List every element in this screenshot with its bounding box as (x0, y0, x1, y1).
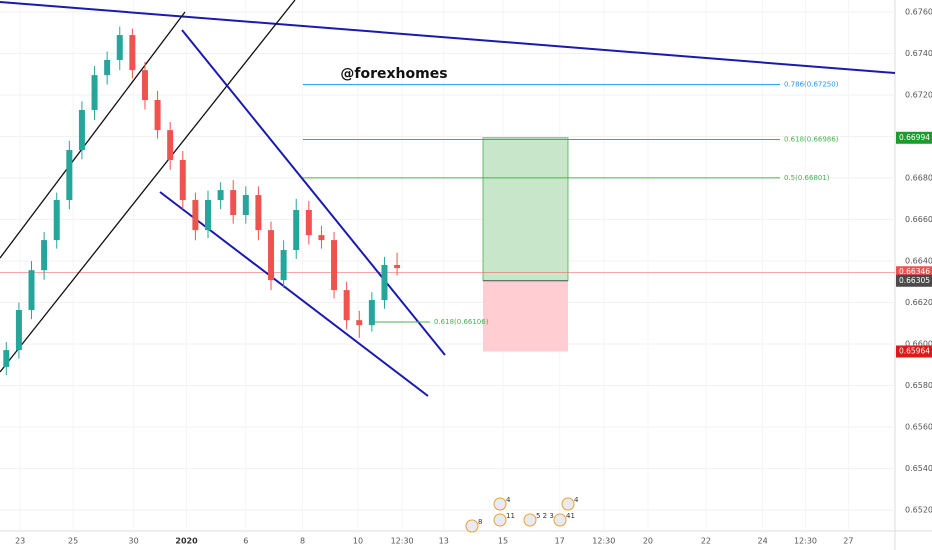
candle-body (28, 270, 35, 311)
candle-body (15, 310, 22, 351)
price-tag-label: 0.65964 (899, 347, 930, 356)
event-icon (553, 513, 567, 527)
price-tag (896, 345, 932, 358)
fib-label: 0.618(0.66986) (784, 135, 839, 143)
candle-body (41, 240, 48, 271)
x-tick-label: 6 (243, 537, 248, 546)
candle-body (91, 75, 98, 110)
candle-body (3, 350, 10, 367)
fib-label: 0.786(0.67250) (784, 81, 839, 89)
event-count: 41 (566, 512, 575, 520)
price-tag (896, 274, 932, 287)
event-count: 11 (506, 512, 515, 520)
event-count: 8 (478, 518, 482, 526)
candle-body (66, 150, 73, 201)
x-tick-label: 24 (758, 537, 768, 546)
candle-body (53, 200, 60, 241)
candle-body (192, 200, 199, 231)
candle-body (78, 109, 85, 151)
x-tick-label: 12:30 (592, 537, 615, 546)
candle-body (368, 300, 375, 326)
x-tick-label: 8 (300, 537, 305, 546)
candle-body (204, 200, 211, 231)
price-tag-label: 0.66305 (899, 276, 930, 285)
fib-label: 0.5(0.66801) (784, 174, 830, 182)
candle-body (293, 209, 300, 251)
candle-body (255, 195, 262, 231)
candle-body (305, 209, 312, 236)
price-tag-label: 0.66346 (899, 267, 930, 276)
candle-body (154, 100, 161, 131)
drawings (0, 0, 896, 397)
stop-zone (483, 280, 568, 352)
trend-line (0, 1, 896, 74)
candle-body (381, 264, 388, 301)
event-icon (465, 519, 479, 533)
candle-body (141, 70, 148, 101)
candle-body (167, 130, 174, 160)
event-icon (523, 513, 537, 527)
x-tick-label: 15 (498, 537, 508, 546)
candle-body (217, 190, 224, 201)
candle-body (129, 35, 136, 71)
x-tick-label: 23 (15, 537, 25, 546)
candle-body (356, 320, 363, 326)
x-tick-label: 20 (643, 537, 653, 546)
candle-body (280, 250, 287, 281)
x-tick-label: 27 (843, 537, 853, 546)
event-count: 4 (574, 496, 579, 504)
x-tick-label: 12:30 (794, 537, 817, 546)
event-count: 4 (506, 496, 511, 504)
price-tag-label: 0.66994 (899, 133, 930, 142)
watermark: @forexhomes (340, 66, 447, 82)
candle-body (230, 190, 237, 215)
x-tick-label: 2020 (175, 537, 198, 546)
event-icon (561, 497, 575, 511)
candle-body (116, 35, 123, 60)
x-tick-label: 12:30 (391, 537, 414, 546)
x-tick-label: 13 (439, 537, 449, 546)
candle-body (331, 240, 338, 291)
event-icon (493, 513, 507, 527)
candle-body (179, 159, 186, 201)
candle-body (394, 264, 401, 269)
x-tick-label: 25 (68, 537, 78, 546)
candle-body (104, 59, 111, 76)
fib-label: 0.618(0.66106) (434, 318, 489, 326)
x-tick-label: 22 (701, 537, 711, 546)
channel-line (0, 0, 296, 373)
x-tick-label: 17 (555, 537, 565, 546)
target-zone (482, 137, 569, 282)
event-icon (493, 497, 507, 511)
x-tick-label: 10 (353, 537, 363, 546)
x-tick-label: 30 (129, 537, 139, 546)
candle-body (242, 195, 249, 215)
price-tag (896, 131, 932, 144)
wedge-line (159, 191, 429, 397)
event-count: 5 2 3 (536, 512, 554, 520)
candle-body (268, 230, 275, 281)
candle-body (343, 290, 350, 321)
wedge-line (181, 29, 446, 356)
y-tick-label: 0.67600 (905, 8, 932, 17)
channel-line (0, 11, 186, 259)
candle-body (318, 235, 325, 241)
